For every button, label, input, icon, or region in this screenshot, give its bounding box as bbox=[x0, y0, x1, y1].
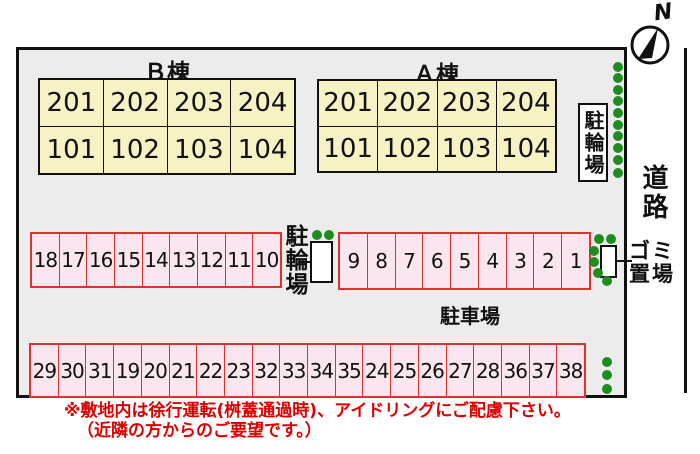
parking-space: 25 bbox=[391, 345, 418, 396]
parking-space: 4 bbox=[478, 234, 506, 288]
room-cell: 203 bbox=[167, 80, 231, 126]
room-cell: 103 bbox=[437, 126, 496, 171]
parking-space: 2 bbox=[534, 234, 562, 288]
parking-space: 38 bbox=[557, 345, 584, 396]
parking-space: 9 bbox=[340, 234, 367, 288]
garbage-area-label: ゴミ 置場 bbox=[629, 240, 675, 286]
bicycle-parking-right-box: 駐輪場 bbox=[578, 103, 608, 182]
parking-space: 17 bbox=[59, 234, 87, 286]
parking-space: 12 bbox=[197, 234, 225, 286]
room-cell: 204 bbox=[496, 81, 555, 126]
parking-space: 21 bbox=[169, 345, 197, 396]
road-label: 道路 bbox=[638, 164, 668, 222]
parking-space: 32 bbox=[252, 345, 280, 396]
bicycle-parking-middle-label: 駐輪場 bbox=[281, 224, 307, 296]
parking-space: 14 bbox=[142, 234, 170, 286]
parking-space: 5 bbox=[451, 234, 478, 288]
room-cell: 202 bbox=[378, 81, 437, 126]
parking-space: 22 bbox=[197, 345, 224, 396]
room-cell: 104 bbox=[496, 126, 555, 171]
room-cell: 203 bbox=[437, 81, 496, 126]
room-cell: 201 bbox=[40, 80, 103, 126]
bicycle-parking-connector-line bbox=[298, 261, 310, 263]
parking-space: 27 bbox=[446, 345, 474, 396]
garbage-label-line2: 置場 bbox=[629, 262, 675, 286]
parking-space: 16 bbox=[87, 234, 114, 286]
building-a-room-grid: 201 202 203 204 101 102 103 104 bbox=[317, 79, 557, 173]
bicycle-parking-middle-box bbox=[310, 241, 333, 283]
north-compass-icon: N bbox=[630, 1, 674, 65]
room-cell: 101 bbox=[40, 127, 103, 173]
garbage-label-line1: ゴミ bbox=[629, 239, 675, 263]
room-cell: 102 bbox=[103, 127, 167, 173]
parking-space: 13 bbox=[170, 234, 197, 286]
building-b-room-grid: 201 202 203 204 101 102 103 104 bbox=[38, 78, 296, 175]
north-label: N bbox=[652, 1, 674, 26]
parking-space: 18 bbox=[32, 234, 59, 286]
room-cell: 204 bbox=[231, 80, 294, 126]
parking-space: 20 bbox=[141, 345, 169, 396]
parking-space: 31 bbox=[86, 345, 114, 396]
parking-space: 24 bbox=[363, 345, 391, 396]
parking-space: 19 bbox=[114, 345, 141, 396]
bicycle-parking-right-label: 駐輪場 bbox=[581, 109, 605, 176]
parking-row-bottom: 29 30 31 19 20 21 22 23 32 33 34 35 24 25 26 27 28 36 37 38 bbox=[29, 343, 586, 398]
parking-space: 29 bbox=[31, 345, 58, 396]
room-cell: 101 bbox=[319, 126, 378, 171]
room-cell: 202 bbox=[103, 80, 167, 126]
room-cell: 102 bbox=[378, 126, 437, 171]
parking-space: 34 bbox=[308, 345, 335, 396]
room-cell: 201 bbox=[319, 81, 378, 126]
parking-space: 10 bbox=[253, 234, 280, 286]
parking-space: 3 bbox=[506, 234, 534, 288]
room-cell: 104 bbox=[231, 127, 294, 173]
note-line-2: （近隣の方からのご要望です。） bbox=[77, 421, 322, 441]
road-boundary-line bbox=[684, 48, 687, 393]
parking-space: 30 bbox=[58, 345, 86, 396]
site-notes: ※敷地内は徐行運転(桝蓋通過時)、アイドリングにご配慮下さい。 （近隣の方からの… bbox=[64, 401, 571, 441]
parking-space: 37 bbox=[529, 345, 557, 396]
parking-row-middle-left: 18 17 16 15 14 13 12 11 10 bbox=[30, 232, 282, 288]
parking-space: 36 bbox=[501, 345, 529, 396]
garbage-area-connector-line bbox=[615, 260, 632, 262]
note-line-1: ※敷地内は徐行運転(桝蓋通過時)、アイドリングにご配慮下さい。 bbox=[64, 401, 571, 421]
parking-space: 8 bbox=[367, 234, 395, 288]
parking-space: 23 bbox=[224, 345, 252, 396]
parking-space: 26 bbox=[418, 345, 446, 396]
parking-space: 6 bbox=[423, 234, 451, 288]
parking-space: 35 bbox=[335, 345, 363, 396]
parking-lot-label: 駐車場 bbox=[440, 304, 500, 328]
parking-space: 28 bbox=[474, 345, 501, 396]
parking-space: 33 bbox=[280, 345, 307, 396]
parking-space: 7 bbox=[395, 234, 423, 288]
parking-space: 15 bbox=[114, 234, 142, 286]
parking-space: 11 bbox=[225, 234, 253, 286]
room-cell: 103 bbox=[167, 127, 231, 173]
parking-space: 1 bbox=[562, 234, 589, 288]
